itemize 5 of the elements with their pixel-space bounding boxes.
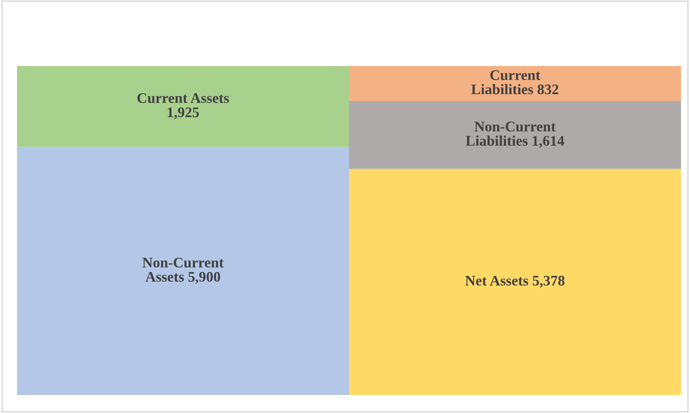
data-label: Current Liabilities 832 [471, 70, 558, 94]
data-label: Net Assets 5,378 [465, 276, 565, 288]
data-label: Current Assets 1,925 [137, 93, 229, 120]
data-label: Non-Current Assets 5,900 [142, 258, 224, 284]
data-label: Non-Current Liabilities 1,614 [466, 122, 564, 148]
